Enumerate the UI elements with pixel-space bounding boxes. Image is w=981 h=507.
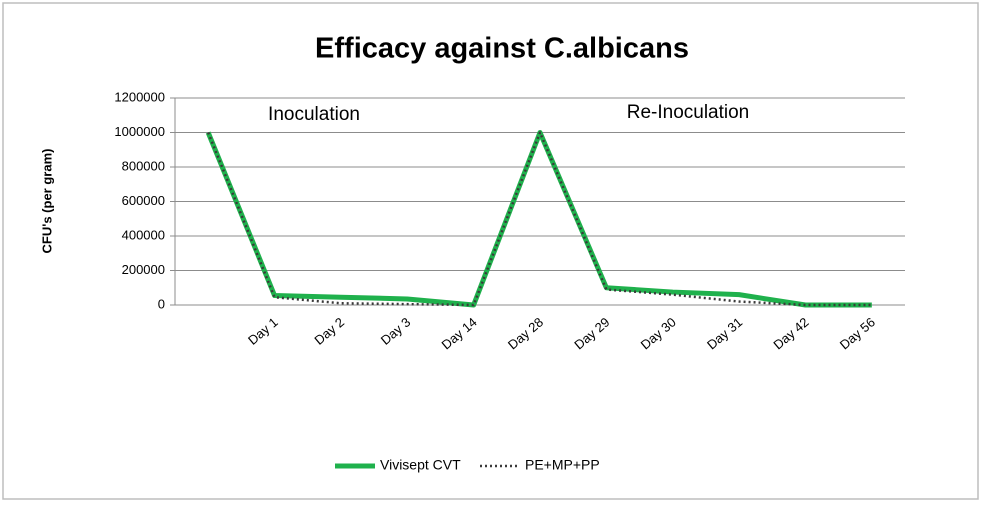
series-line bbox=[207, 131, 872, 307]
y-tick-label: 600000 bbox=[122, 193, 165, 208]
annotation: Inoculation bbox=[268, 104, 360, 125]
y-tick-label: 400000 bbox=[122, 227, 165, 242]
chart-title: Efficacy against C.albicans bbox=[315, 33, 689, 65]
y-tick-label: 0 bbox=[158, 296, 165, 311]
y-axis-label: CFU's (per gram) bbox=[39, 149, 54, 254]
chart-frame bbox=[2, 2, 979, 500]
y-tick-label: 1200000 bbox=[114, 89, 165, 104]
legend-label: Vivisept CVT bbox=[380, 457, 461, 473]
legend-label: PE+MP+PP bbox=[525, 457, 600, 473]
y-tick-label: 200000 bbox=[122, 262, 165, 277]
annotation: Re-Inoculation bbox=[627, 102, 750, 123]
y-tick-label: 800000 bbox=[122, 158, 165, 173]
y-tick-label: 1000000 bbox=[114, 124, 165, 139]
